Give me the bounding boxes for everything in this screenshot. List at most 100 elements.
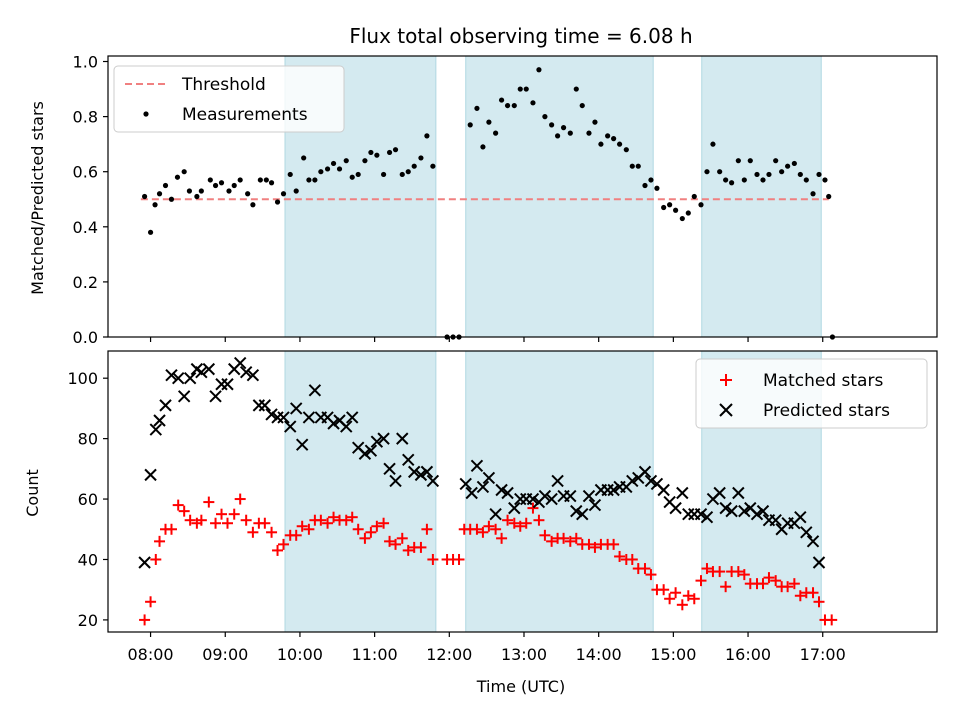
x-stroke-b [470, 459, 484, 473]
measurement-point [237, 177, 243, 183]
shaded-interval-top [701, 55, 822, 338]
matched-star-point [483, 520, 495, 532]
predicted-star-point [277, 411, 290, 424]
matched-star-point [178, 505, 190, 517]
predicted-star-point [669, 501, 682, 515]
x-stroke-b [694, 507, 708, 521]
matched-star-point [533, 514, 545, 526]
x-tick-label: 08:00 [128, 645, 174, 664]
matched-star-point [259, 517, 271, 529]
matched-star-point [546, 535, 558, 547]
predicted-star-point [489, 507, 502, 521]
measurement-point [816, 171, 822, 178]
predicted-star-point [738, 504, 751, 518]
predicted-star-point [165, 368, 178, 382]
predicted-star-point [221, 378, 234, 391]
x-stroke-b [302, 411, 316, 424]
chart-title: Flux total observing time = 6.08 h [349, 24, 692, 48]
x-stroke-b [138, 556, 151, 569]
matched-star-point [290, 529, 302, 541]
predicted-star-point [644, 474, 658, 488]
matched-star-point [145, 596, 157, 608]
matched-star-point [384, 535, 396, 547]
matched-star-point [626, 553, 638, 565]
x-stroke-b [171, 371, 185, 385]
measurement-point [257, 177, 263, 183]
matched-star-point [278, 538, 290, 550]
x-stroke-b [526, 492, 540, 506]
matched-star-point [676, 599, 688, 611]
x-stroke-b [396, 432, 409, 445]
x-stroke-b [149, 423, 163, 436]
matched-star-point [378, 517, 390, 529]
measurement-point [324, 166, 331, 172]
measurement-point [186, 188, 193, 194]
x-tick-label: 16:00 [725, 645, 771, 664]
measurement-point [536, 67, 542, 73]
predicted-star-point [576, 507, 589, 521]
measurement-point [245, 191, 251, 197]
legend-threshold-label: Threshold [181, 75, 266, 95]
matched-star-point [583, 538, 595, 550]
predicted-star-point [638, 465, 652, 479]
bottom-y-axis-label: Count [23, 469, 42, 517]
matched-star-point [664, 593, 676, 605]
x-stroke-b [183, 371, 197, 385]
x-stroke-b [538, 489, 552, 503]
matched-star-point [415, 541, 427, 553]
matched-star-point [496, 532, 508, 544]
matched-star-point [788, 578, 800, 590]
matched-star-point [396, 532, 408, 544]
predicted-star-point [295, 438, 309, 451]
matched-star-point [154, 535, 166, 547]
matched-star-point [471, 523, 483, 535]
x-stroke-b [582, 489, 596, 503]
x-tick-label: 10:00 [277, 645, 323, 664]
legend-predicted-swatch [719, 403, 733, 417]
measurement-point [374, 152, 380, 158]
predicted-star-point [508, 501, 521, 515]
measurement-point [263, 177, 269, 183]
measurement-point [579, 102, 585, 109]
x-stroke-b [233, 356, 247, 370]
predicted-star-point [465, 486, 478, 500]
measurement-point [349, 174, 355, 180]
x-stroke-b [638, 465, 652, 479]
x-stroke-b [239, 365, 253, 379]
bottom-axes-frame [107, 350, 938, 633]
predicted-star-point [769, 513, 782, 527]
matched-star-point [564, 535, 576, 547]
x-stroke-b [459, 477, 472, 491]
measurement-point [181, 169, 187, 175]
measurement-point [287, 171, 293, 178]
measurement-point [723, 177, 729, 183]
predicted-star-point [284, 420, 297, 433]
measurement-point [306, 177, 312, 183]
measurement-point [168, 196, 175, 202]
predicted-star-point [676, 486, 689, 500]
measurement-point [760, 177, 766, 183]
predicted-star-point [476, 480, 490, 494]
x-stroke-b [295, 438, 309, 451]
top-y-axis-label: Matched/Predicted stars [28, 101, 47, 295]
predicted-star-point [149, 423, 163, 436]
measurement-point [343, 158, 349, 164]
measurement-point [729, 180, 735, 186]
bottom-y-tick-label: 20 [78, 611, 98, 630]
x-tick-label: 09:00 [202, 645, 248, 664]
predicted-star-point [459, 477, 472, 491]
matched-star-point [303, 523, 315, 535]
matched-star-point [794, 590, 806, 602]
matched-star-point [614, 550, 626, 562]
x-stroke-b [159, 399, 172, 412]
predicted-star-point [800, 526, 813, 539]
x-stroke-b [545, 492, 558, 506]
predicted-star-point [370, 435, 384, 448]
predicted-star-point [195, 365, 208, 379]
legend-top-frame [113, 65, 345, 133]
measurement-point [174, 174, 181, 180]
measurement-point [467, 122, 473, 128]
measurement-point [156, 191, 163, 197]
predicted-star-point [383, 462, 396, 476]
x-stroke-b [426, 474, 440, 488]
